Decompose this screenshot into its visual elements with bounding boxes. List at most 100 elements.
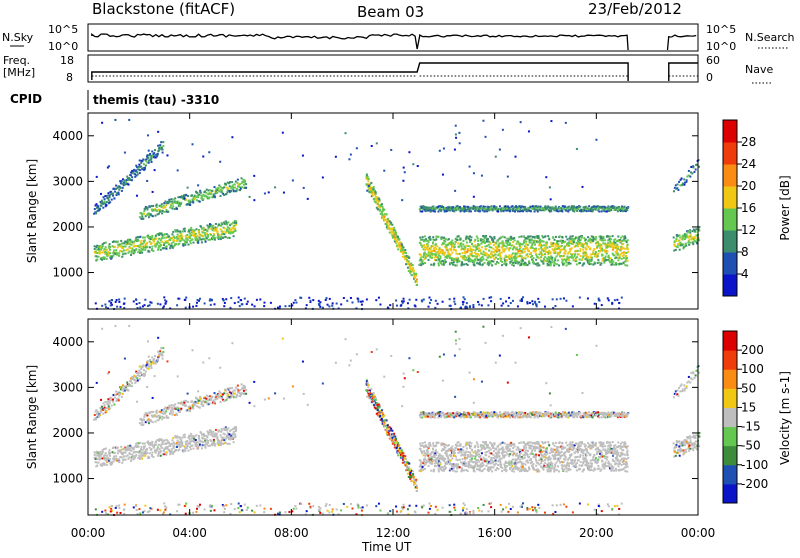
power-cell (559, 210, 561, 212)
velocity-cell (101, 453, 103, 455)
power-cell (557, 252, 559, 254)
nsearch-tick-bottom: 10^0 (706, 40, 736, 53)
velocity-cell (109, 455, 111, 457)
power-cell (187, 244, 189, 246)
power-cell (102, 245, 104, 247)
power-cell (471, 243, 473, 245)
power-cell (157, 153, 159, 155)
power-cell (548, 238, 550, 240)
date-title: 23/Feb/2012 (588, 0, 682, 18)
power-cell (423, 244, 425, 246)
power-cell (575, 260, 577, 262)
power-cell (530, 235, 532, 237)
power-cell (118, 252, 120, 254)
power-cell (585, 239, 587, 241)
power-cell (623, 254, 625, 256)
velocity-cell (218, 394, 220, 396)
power-cell (241, 186, 243, 188)
power-cell (114, 246, 116, 248)
power-cell (445, 261, 447, 263)
power-cell (486, 253, 488, 255)
power-cell (130, 254, 132, 256)
power-cell (378, 201, 380, 203)
velocity-cell (210, 440, 212, 442)
velocity-cell (160, 455, 162, 457)
power-cell (282, 132, 284, 134)
power-cell (223, 231, 225, 233)
power-cell (284, 305, 286, 307)
power-cell (476, 255, 478, 257)
power-cell (449, 298, 451, 300)
power-cell (227, 221, 229, 223)
velocity-cell (171, 451, 173, 453)
power-cell (594, 303, 596, 305)
power-cell (367, 180, 369, 182)
power-cell (117, 246, 119, 248)
power-cell (614, 299, 616, 301)
power-cell (626, 241, 628, 243)
power-cell (422, 205, 424, 207)
velocity-cell (431, 463, 433, 465)
power-cell (462, 240, 464, 242)
power-cell (100, 205, 102, 207)
power-cell (226, 191, 228, 193)
power-cell (597, 255, 599, 257)
power-cell (214, 239, 216, 241)
power-cell (698, 230, 700, 232)
power-cell (587, 236, 589, 238)
velocity-cell (178, 449, 180, 451)
power-cell (602, 236, 604, 238)
power-cell (461, 246, 463, 248)
power-cell (533, 262, 535, 264)
power-cell (466, 302, 468, 304)
velocity-cell (142, 454, 144, 456)
velocity-cell (130, 460, 132, 462)
velocity-cell (176, 414, 178, 416)
power-cell (185, 297, 187, 299)
power-cell (450, 248, 452, 250)
power-cell (545, 235, 547, 237)
power-cell (480, 252, 482, 254)
velocity-cell (443, 449, 445, 451)
power-cell (425, 253, 427, 255)
power-cell (440, 249, 442, 251)
power-cell (556, 263, 558, 265)
power-cell (622, 235, 624, 237)
power-cell (500, 252, 502, 254)
power-cell (427, 306, 429, 308)
power-cell (118, 189, 120, 191)
power-cell (555, 236, 557, 238)
velocity-cell (130, 450, 132, 452)
power-cell (473, 196, 475, 198)
power-cell (534, 209, 536, 211)
power-cell (514, 239, 516, 241)
power-cell (350, 154, 352, 156)
power-cell (123, 303, 125, 305)
power-cell (515, 156, 517, 158)
power-cell (108, 200, 110, 202)
power-cell (482, 205, 484, 207)
velocity-cell (129, 453, 131, 455)
power-cell (502, 236, 504, 238)
power-cell (142, 158, 144, 160)
power-cell (443, 264, 445, 266)
power-cell (617, 246, 619, 248)
velocity-cell (177, 402, 179, 404)
power-cell (569, 241, 571, 243)
power-cell (249, 196, 251, 198)
velocity-cell (202, 437, 204, 439)
power-cell (136, 303, 138, 305)
power-cell (483, 298, 485, 300)
power-cell (130, 244, 132, 246)
power-cell (625, 252, 627, 254)
power-cell (543, 244, 545, 246)
power-cell (453, 298, 455, 300)
power-cell (556, 298, 558, 300)
power-cell (148, 150, 150, 152)
power-cell (627, 207, 629, 209)
power-cell (501, 305, 503, 307)
freq-unit-label: [MHz] (3, 66, 35, 79)
velocity-cell (99, 457, 101, 459)
velocity-cell (122, 393, 124, 395)
velocity-cell (152, 456, 154, 458)
